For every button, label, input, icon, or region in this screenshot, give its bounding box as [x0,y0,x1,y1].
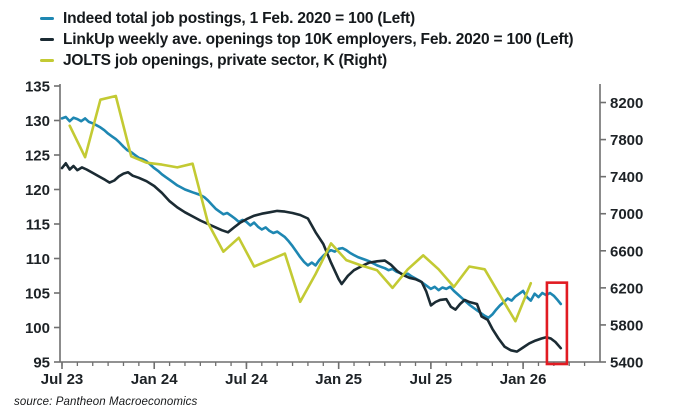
right-axis-tick-label: 7800 [610,132,643,149]
x-axis-tick-label: Jan 25 [315,371,362,388]
left-axis-tick-label: 135 [25,79,50,96]
legend-swatch-jolts [40,58,54,63]
series-line-jolts [68,94,533,323]
left-axis-tick-label: 105 [25,286,50,303]
series-line-indeed [60,115,563,320]
left-axis-tick-label: 130 [25,113,50,130]
legend-item-jolts: JOLTS job openings, private sector, K (R… [40,50,573,71]
source-note: source: Pantheon Macroeconomics [14,396,198,408]
legend-item-linkup: LinkUp weekly ave. openings top 10K empl… [40,29,574,50]
left-axis-tick-label: 120 [25,182,50,199]
x-axis-tick-label: Jul 24 [225,371,268,388]
right-axis-tick-label: 8200 [610,95,643,112]
highlight-box [545,281,569,366]
x-axis-tick-label: Jan 24 [131,371,178,388]
left-axis-tick-label: 115 [26,217,50,234]
legend-label-indeed: Indeed total job postings, 1 Feb. 2020 =… [63,9,415,27]
chart-legend: Indeed total job postings, 1 Feb. 2020 =… [40,8,574,71]
right-axis-tick-label: 6200 [610,280,643,297]
legend-swatch-linkup [40,37,54,42]
left-axis-tick-label: 110 [26,251,50,268]
legend-item-indeed: Indeed total job postings, 1 Feb. 2020 =… [40,8,573,29]
right-axis-tick-label: 7400 [610,169,643,186]
left-axis-tick-label: 125 [25,148,50,165]
left-axis-tick-label: 100 [25,320,50,337]
x-axis-tick-label: Jul 25 [410,371,453,388]
series-line-linkup [60,162,563,353]
x-axis-tick-label: Jul 23 [41,371,84,388]
right-axis-tick-label: 5400 [610,355,643,372]
legend-swatch-indeed [40,16,54,21]
x-axis-tick-label: Jan 26 [500,371,547,388]
right-axis-tick-label: 5800 [610,317,643,334]
right-axis-tick-label: 6600 [610,243,643,260]
legend-label-jolts: JOLTS job openings, private sector, K (R… [63,51,387,69]
legend-label-linkup: LinkUp weekly ave. openings top 10K empl… [63,30,574,48]
left-axis-tick-label: 95 [33,355,50,372]
right-axis-tick-label: 7000 [610,206,643,223]
